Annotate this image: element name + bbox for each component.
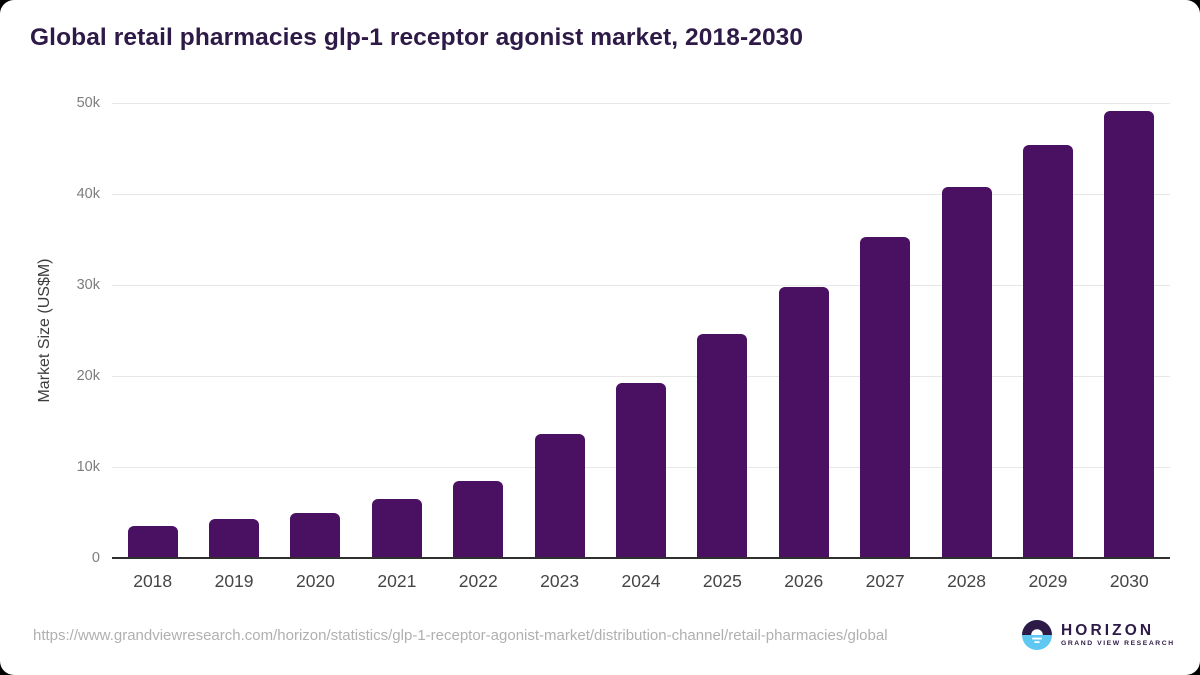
x-tick-label: 2026 bbox=[784, 571, 824, 591]
chart-title: Global retail pharmacies glp-1 receptor … bbox=[30, 24, 804, 51]
x-tick-label: 2023 bbox=[540, 571, 580, 591]
x-tick-label: 2022 bbox=[458, 571, 498, 591]
y-tick-label: 0 bbox=[91, 550, 100, 566]
bar-2021 bbox=[371, 498, 422, 558]
x-tick-label: 2024 bbox=[621, 571, 661, 591]
x-tick-label: 2020 bbox=[295, 571, 335, 591]
x-tick-label: 2029 bbox=[1028, 571, 1068, 591]
x-tick-label: 2021 bbox=[377, 571, 417, 591]
x-tick-label: 2030 bbox=[1109, 571, 1149, 591]
grid-line bbox=[112, 376, 1170, 377]
grid-line bbox=[112, 103, 1170, 104]
x-tick-label: 2025 bbox=[702, 571, 742, 591]
bar-2029 bbox=[1022, 144, 1073, 558]
bar-2020 bbox=[290, 512, 341, 558]
bar-2019 bbox=[209, 518, 260, 558]
x-tick-label: 2028 bbox=[947, 571, 986, 591]
grid-line bbox=[112, 285, 1170, 286]
x-axis-line bbox=[112, 557, 1170, 559]
logo-tagline-text: GRAND VIEW RESEARCH bbox=[1061, 639, 1175, 647]
source-url: https://www.grandviewresearch.com/horizo… bbox=[33, 627, 888, 644]
y-tick-label: 30k bbox=[76, 277, 100, 293]
logo-text: HORIZON GRAND VIEW RESEARCH bbox=[1061, 621, 1175, 648]
y-tick-label: 50k bbox=[76, 95, 100, 111]
x-tick-label: 2018 bbox=[133, 571, 173, 591]
horizon-sunrise-circle-icon bbox=[1022, 620, 1052, 650]
bar-2023 bbox=[534, 434, 585, 558]
x-tick-label: 2027 bbox=[865, 571, 905, 591]
y-tick-label: 40k bbox=[76, 186, 100, 202]
y-tick-label: 20k bbox=[76, 368, 100, 384]
bar-2027 bbox=[860, 236, 911, 558]
y-axis-title: Market Size (US$M) bbox=[36, 258, 53, 403]
bar-2028 bbox=[941, 186, 992, 558]
bar-2022 bbox=[453, 480, 504, 558]
bar-2030 bbox=[1104, 111, 1155, 558]
x-tick-label: 2019 bbox=[214, 571, 254, 591]
bar-2018 bbox=[127, 526, 178, 558]
y-tick-label: 10k bbox=[76, 459, 100, 475]
bar-2025 bbox=[697, 334, 748, 558]
bar-2024 bbox=[616, 383, 666, 558]
bar-2026 bbox=[778, 286, 829, 558]
grid-line bbox=[112, 194, 1170, 195]
logo-brand-text: HORIZON bbox=[1061, 621, 1155, 639]
horizon-logo: HORIZON GRAND VIEW RESEARCH bbox=[1022, 620, 1175, 650]
